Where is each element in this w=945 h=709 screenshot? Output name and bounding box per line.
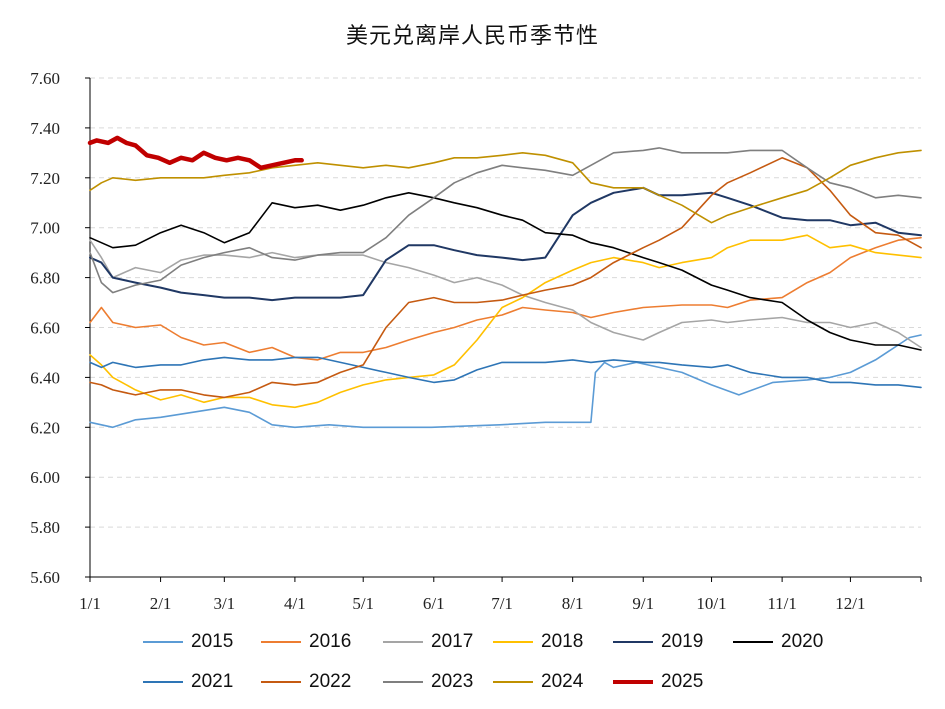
chart-title: 美元兑离岸人民币季节性: [345, 24, 599, 49]
y-tick-label: 5.60: [30, 568, 60, 587]
x-tick-label: 12/1: [835, 594, 865, 613]
y-tick-label: 7.40: [30, 119, 60, 138]
legend-item-2019: 2019: [613, 630, 703, 654]
legend-swatch: [613, 680, 653, 684]
legend-item-2020: 2020: [733, 630, 823, 654]
series-line-2025: [87, 135, 304, 171]
legend-label: 2018: [541, 631, 584, 652]
y-tick-label: 7.00: [30, 219, 60, 238]
y-tick-label: 6.40: [30, 368, 60, 387]
legend-swatch: [383, 681, 423, 683]
legend-item-2024: 2024: [493, 670, 583, 694]
legend-swatch: [143, 681, 183, 683]
legend-item-2016: 2016: [261, 630, 351, 654]
series-line-2021: [89, 356, 922, 389]
legend-swatch: [261, 641, 301, 643]
axis-layer: 7.60 7.40 7.20 7.00 6.80 6.60 6.40 6.20 6.00 5.80…: [30, 69, 922, 613]
series-line-2019: [89, 186, 922, 302]
x-tick-label: 4/1: [284, 594, 306, 613]
legend-label: 2025: [661, 671, 704, 692]
legend-label: 2021: [191, 671, 234, 692]
y-tick-label: 7.20: [30, 169, 60, 188]
legend-item-2023: 2023: [383, 670, 473, 694]
legend-label: 2022: [309, 671, 352, 692]
legend-item-2025: 2025: [613, 670, 703, 694]
x-tick-label: 1/1: [79, 594, 101, 613]
x-tick-label: 5/1: [352, 594, 374, 613]
legend-label: 2020: [781, 631, 824, 652]
x-tick-label: 7/1: [491, 594, 513, 613]
series-layer: [87, 135, 922, 429]
legend-item-2022: 2022: [261, 670, 351, 694]
legend-label: 2016: [309, 631, 352, 652]
series-line-2022: [89, 157, 922, 399]
legend-swatch: [493, 681, 533, 683]
legend-swatch: [383, 641, 423, 643]
series-line-2017: [89, 239, 922, 349]
grid-layer: [90, 77, 921, 528]
legend-item-2018: 2018: [493, 630, 583, 654]
legend-swatch: [493, 641, 533, 643]
legend-swatch: [143, 641, 183, 643]
x-tick-label: 8/1: [562, 594, 584, 613]
series-line-2016: [89, 236, 922, 361]
x-tick-label: 3/1: [213, 594, 235, 613]
legend-label: 2019: [661, 631, 704, 652]
series-line-2023: [89, 147, 922, 294]
legend-swatch: [613, 641, 653, 643]
x-tick-label: 6/1: [423, 594, 445, 613]
series-line-2020: [89, 192, 922, 351]
series-line-2024: [89, 149, 922, 224]
series-line-2015: [89, 334, 922, 429]
y-tick-label: 6.60: [30, 319, 60, 338]
legend-label: 2023: [431, 671, 474, 692]
x-tick-label: 2/1: [150, 594, 172, 613]
y-tick-label: 7.60: [30, 69, 60, 88]
y-tick-label: 6.20: [30, 418, 60, 437]
y-tick-label: 6.80: [30, 269, 60, 288]
x-tick-label: 9/1: [632, 594, 654, 613]
legend-item-2017: 2017: [383, 630, 473, 654]
legend-label: 2017: [431, 631, 474, 652]
legend-item-2015: 2015: [143, 630, 233, 654]
legend-swatch: [733, 641, 773, 643]
legend-label: 2024: [541, 671, 584, 692]
legend-item-2021: 2021: [143, 670, 233, 694]
legend-swatch: [261, 681, 301, 683]
y-tick-label: 5.80: [30, 518, 60, 537]
legend-label: 2015: [191, 631, 234, 652]
x-tick-label: 11/1: [767, 594, 797, 613]
y-tick-label: 6.00: [30, 468, 60, 487]
series-line-2018: [89, 234, 922, 409]
x-tick-label: 10/1: [696, 594, 726, 613]
